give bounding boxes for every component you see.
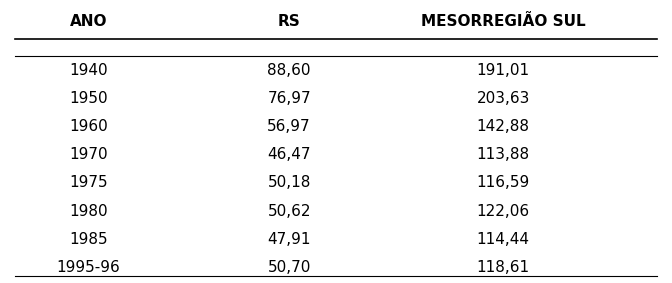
Text: 1970: 1970 <box>69 147 108 162</box>
Text: ANO: ANO <box>70 14 107 29</box>
Text: 88,60: 88,60 <box>267 63 311 78</box>
Text: 113,88: 113,88 <box>476 147 530 162</box>
Text: 47,91: 47,91 <box>267 232 311 247</box>
Text: 118,61: 118,61 <box>476 260 530 275</box>
Text: 122,06: 122,06 <box>476 204 530 219</box>
Text: 50,18: 50,18 <box>267 175 311 190</box>
Text: 114,44: 114,44 <box>477 232 530 247</box>
Text: RS: RS <box>278 14 300 29</box>
Text: MESORREGIÃO SUL: MESORREGIÃO SUL <box>421 14 585 29</box>
Text: 203,63: 203,63 <box>476 91 530 106</box>
Text: 50,62: 50,62 <box>267 204 311 219</box>
Text: 76,97: 76,97 <box>267 91 311 106</box>
Text: 1975: 1975 <box>69 175 108 190</box>
Text: 1950: 1950 <box>69 91 108 106</box>
Text: 116,59: 116,59 <box>476 175 530 190</box>
Text: 1995-96: 1995-96 <box>56 260 120 275</box>
Text: 1940: 1940 <box>69 63 108 78</box>
Text: 46,47: 46,47 <box>267 147 311 162</box>
Text: 191,01: 191,01 <box>476 63 530 78</box>
Text: 56,97: 56,97 <box>267 119 311 134</box>
Text: 50,70: 50,70 <box>267 260 311 275</box>
Text: 1980: 1980 <box>69 204 108 219</box>
Text: 1985: 1985 <box>69 232 108 247</box>
Text: 1960: 1960 <box>69 119 108 134</box>
Text: 142,88: 142,88 <box>477 119 530 134</box>
